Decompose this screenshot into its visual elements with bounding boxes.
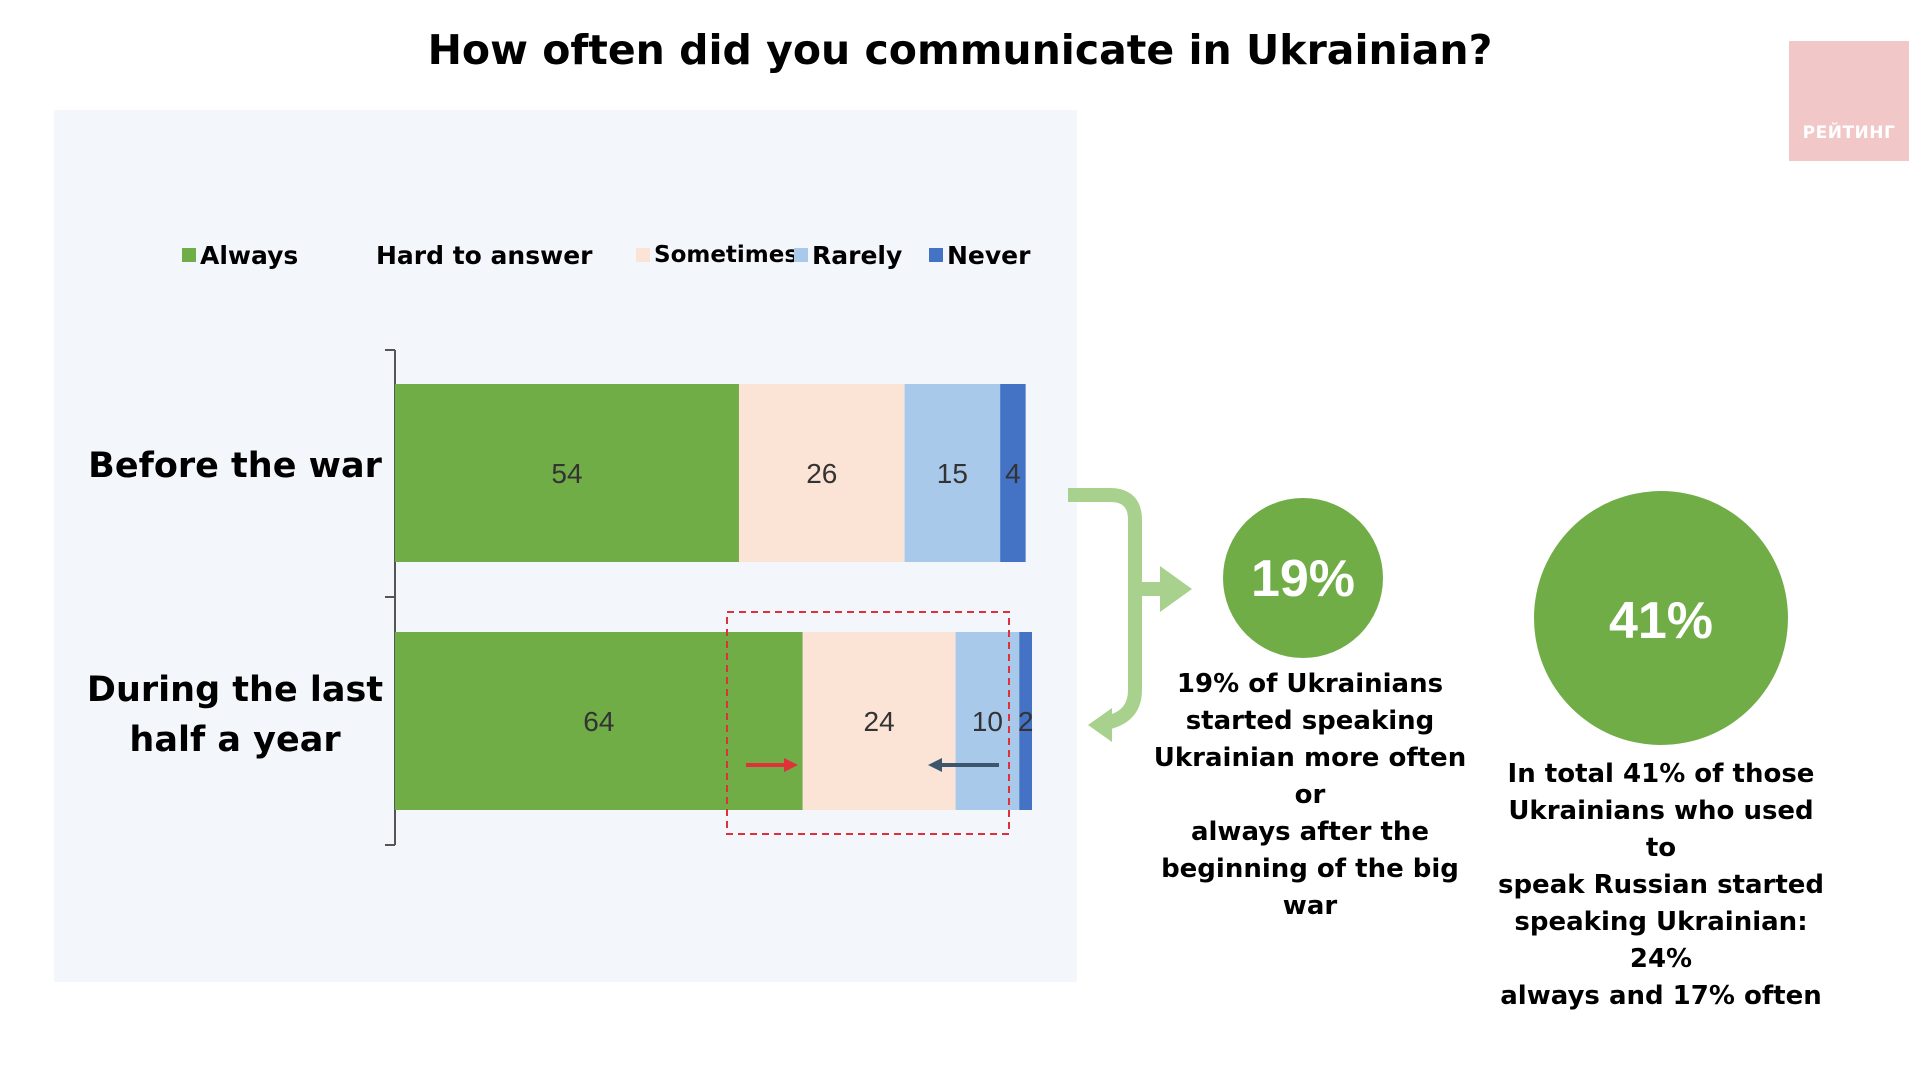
category-during-line1: During the last — [86, 670, 384, 710]
shift-text-line: always after the — [1190, 817, 1430, 847]
bar-label-always-0: 54 — [551, 458, 582, 489]
bar-sometimes-0 — [738, 384, 905, 562]
bar-label-never-1: 2 — [1018, 706, 1034, 737]
bar-never-0 — [1000, 384, 1026, 562]
legend-label-always: Always — [200, 240, 299, 270]
bar-always-1 — [395, 632, 803, 810]
total-text-line: always and 17% often — [1500, 981, 1822, 1011]
total-circle-value: 41% — [1609, 592, 1713, 650]
category-before-text: Before the war — [88, 446, 382, 486]
total-text-line: speak Russian started — [1497, 870, 1825, 900]
total-callout-text: In total 41% of those Ukrainians who use… — [1491, 756, 1831, 1015]
shift-text-line: 19% of Ukrainians — [1176, 669, 1444, 699]
legend-label-never: Never — [947, 240, 1031, 270]
category-during-line2: half a year — [129, 720, 341, 760]
chart-title: How often did you communicate in Ukraini… — [427, 26, 1493, 74]
shift-text-line: Ukrainian more often or — [1153, 743, 1467, 810]
shift-text-line: beginning of the big war — [1161, 854, 1459, 921]
total-circle — [1534, 491, 1788, 745]
arrow-right-icon — [746, 758, 798, 772]
bar-label-rarely-0: 15 — [937, 458, 968, 489]
shift-circle — [1223, 498, 1383, 658]
legend-label-rarely: Rarely — [812, 240, 903, 270]
shift-text-line: started speaking — [1185, 706, 1435, 736]
category-label-last-half-year: During the last half a year — [80, 665, 390, 765]
legend-label-sometimes: Sometimes — [654, 242, 799, 268]
shift-circle-value: 19% — [1251, 550, 1355, 608]
bar-rarely-0 — [904, 384, 1001, 562]
legend-swatch-rarely — [794, 248, 808, 262]
bracket-arrow-head-right — [1160, 566, 1192, 612]
bar-always-0 — [395, 384, 739, 562]
rating-logo: РЕЙТИНГ — [1789, 41, 1909, 161]
bar-label-sometimes-0: 26 — [806, 458, 837, 489]
legend-swatch-never — [929, 248, 943, 262]
bar-label-always-1: 64 — [583, 706, 614, 737]
bar-never-1 — [1019, 632, 1032, 810]
legend-item-rarely: Rarely — [794, 240, 902, 270]
bar-label-never-0: 4 — [1005, 458, 1021, 489]
legend-label-hard-to-answer: Hard to answer — [376, 240, 593, 270]
total-text-line: Ukrainians who used to — [1508, 796, 1814, 863]
legend-item-always: Always — [182, 240, 298, 270]
arrow-left-icon — [928, 758, 999, 772]
legend-item-never: Never — [929, 240, 1030, 270]
legend-item-hard-to-answer: Hard to answer — [376, 240, 592, 270]
legend-swatch-sometimes — [636, 248, 650, 262]
bracket-arrow-head-down — [1088, 708, 1112, 742]
bar-sometimes-1 — [802, 632, 956, 810]
category-label-before-war: Before the war — [80, 441, 390, 491]
logo-text: РЕЙТИНГ — [1802, 123, 1896, 143]
legend-swatch-always — [182, 248, 196, 262]
shift-callout-text: 19% of Ukrainians started speaking Ukrai… — [1140, 666, 1480, 925]
legend-item-sometimes: Sometimes — [636, 240, 798, 270]
total-text-line: speaking Ukrainian: 24% — [1514, 907, 1808, 974]
bar-label-sometimes-1: 24 — [864, 706, 895, 737]
bar-label-rarely-1: 10 — [972, 706, 1003, 737]
total-text-line: In total 41% of those — [1507, 759, 1815, 789]
